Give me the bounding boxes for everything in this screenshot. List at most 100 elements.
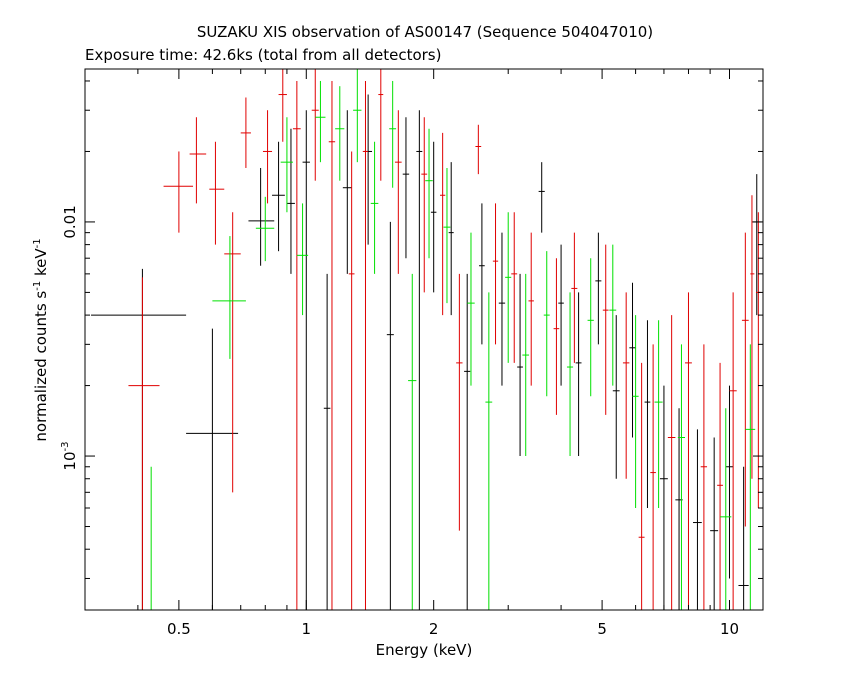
data-point <box>209 141 225 245</box>
data-point <box>348 151 355 610</box>
data-point <box>456 273 463 531</box>
data-point <box>745 344 756 610</box>
data-point <box>644 320 651 508</box>
data-point <box>342 110 352 274</box>
data-point <box>750 195 755 479</box>
y-tick-label-exponent: -3 <box>60 442 71 452</box>
data-point <box>479 203 485 345</box>
data-point <box>386 221 394 610</box>
y-tick-label-base: 10 <box>61 451 79 470</box>
data-point <box>370 141 379 274</box>
chart-subtitle: Exposure time: 42.6ks (total from all de… <box>85 46 441 64</box>
data-point <box>440 132 446 316</box>
data-point <box>389 80 397 188</box>
data-point <box>292 80 301 610</box>
data-point <box>443 167 451 304</box>
data-point <box>667 315 676 610</box>
data-point <box>659 385 668 610</box>
data-point <box>654 320 663 508</box>
data-point <box>511 212 518 363</box>
data-point <box>402 117 410 259</box>
data-point <box>717 362 723 610</box>
data-point <box>566 292 574 457</box>
data-point <box>609 244 617 386</box>
data-point <box>498 232 506 386</box>
data-point <box>638 362 645 610</box>
data-point <box>224 212 241 493</box>
data-point <box>378 69 384 181</box>
data-point <box>311 69 319 181</box>
data-point <box>280 117 293 213</box>
y-tick-labels: 0.01 10-3 <box>60 205 79 470</box>
y-tick-label: 10-3 <box>60 442 79 471</box>
data-point <box>725 385 734 579</box>
data-point <box>700 344 708 610</box>
data-point <box>248 167 275 266</box>
data-point <box>421 117 428 293</box>
x-axis-label: Energy (keV) <box>376 641 473 659</box>
data-point <box>91 268 187 610</box>
data-point <box>602 244 609 415</box>
data-point <box>430 141 437 293</box>
y-axis-label-exponent-2: -1 <box>32 238 43 248</box>
data-point <box>315 80 326 163</box>
series-1 <box>91 94 762 610</box>
data-point <box>684 292 692 610</box>
data-point <box>693 429 702 610</box>
data-series-layer <box>91 69 762 611</box>
data-point <box>240 97 251 168</box>
data-point <box>272 141 285 252</box>
data-point <box>632 315 639 508</box>
data-point <box>186 328 239 610</box>
data-point <box>492 203 499 345</box>
data-point <box>467 232 475 386</box>
data-point <box>571 232 578 363</box>
x-tick-label: 1 <box>302 620 312 638</box>
data-point <box>729 292 737 610</box>
y-axis-label: normalized counts s-1 keV-1 <box>32 238 50 441</box>
data-point <box>146 466 156 611</box>
data-point <box>587 258 594 397</box>
data-point <box>677 344 685 610</box>
data-point <box>505 212 512 363</box>
data-point <box>163 151 194 233</box>
data-point <box>362 80 369 610</box>
data-point <box>475 124 482 175</box>
data-point <box>128 277 160 610</box>
data-point <box>553 258 560 415</box>
data-point <box>302 110 310 610</box>
data-point <box>408 273 417 610</box>
data-point <box>575 292 582 457</box>
data-point <box>464 273 471 610</box>
data-point <box>650 344 656 610</box>
data-point <box>485 292 493 610</box>
x-tick-label: 2 <box>429 620 439 638</box>
data-point <box>528 232 534 386</box>
axis-ticks <box>85 69 763 610</box>
series-2 <box>128 69 761 610</box>
data-point <box>323 273 331 610</box>
data-point <box>212 236 246 359</box>
data-point <box>629 282 636 438</box>
data-point <box>448 162 454 316</box>
data-point <box>394 110 402 274</box>
data-point <box>538 162 545 233</box>
data-point <box>416 110 423 610</box>
data-point <box>425 128 433 259</box>
data-point <box>595 232 602 345</box>
data-point <box>741 232 749 527</box>
plot-frame <box>84 68 764 611</box>
data-point <box>738 466 749 610</box>
data-point <box>622 292 630 479</box>
x-tick-label: 5 <box>597 620 607 638</box>
data-point <box>255 196 275 262</box>
x-tick-label: 10 <box>720 620 739 638</box>
data-point <box>296 203 309 316</box>
data-point <box>335 86 345 181</box>
x-tick-label: 0.5 <box>167 620 191 638</box>
data-point <box>328 80 336 610</box>
data-point <box>286 128 295 274</box>
data-point <box>612 315 620 479</box>
data-point <box>543 251 550 397</box>
